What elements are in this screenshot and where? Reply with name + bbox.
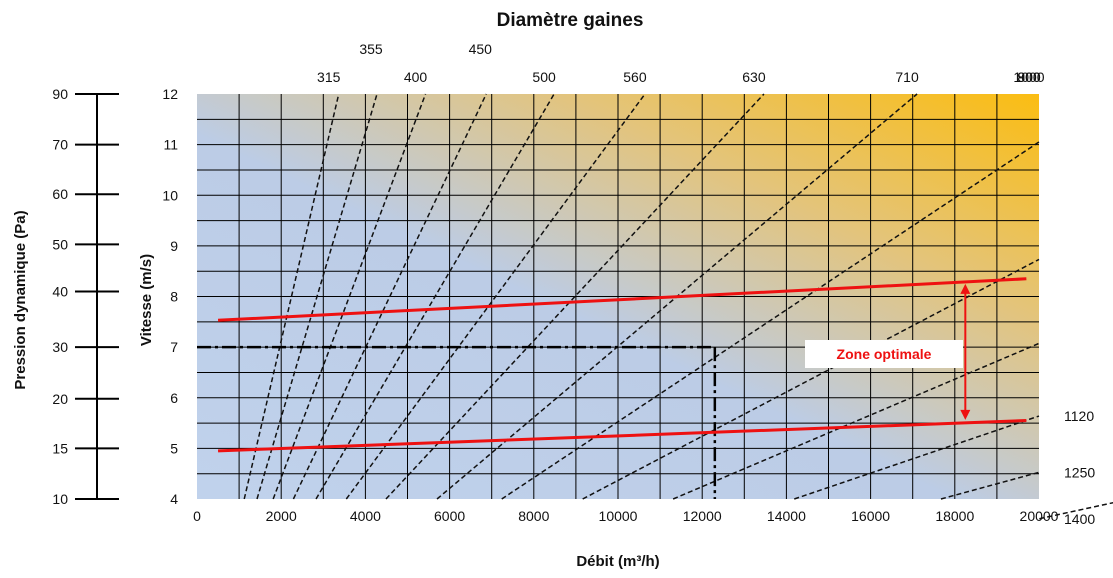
y-tick-label: 8 [170,289,178,305]
diameter-label: 1120 [1064,408,1094,424]
pressure-axis: 10 15 20 30 40 50 60 70 90 [52,86,119,507]
x-axis-ticks: 0 2000 4000 6000 8000 10000 12000 14000 16000 180… [193,508,1059,524]
diameter-label: 800 [1017,69,1041,85]
pressure-tick-label: 70 [52,137,68,153]
optimal-zone: Zone optimale [197,277,1027,499]
x-tick-label: 6000 [434,508,465,524]
y-tick-label: 11 [163,137,178,153]
x-tick-label: 16000 [851,508,890,524]
diameter-label: 1000 [1013,69,1044,85]
x-tick-label: 14000 [767,508,806,524]
diameter-label: 560 [623,69,647,85]
diameter-label: 630 [742,69,766,85]
y-tick-label: 6 [170,390,178,406]
y-tick-label: 12 [162,86,178,102]
y-axis-ticks: 4 5 6 7 8 9 10 11 12 [162,86,178,507]
pressure-tick-label: 90 [52,86,68,102]
diameter-label: 315 [317,69,341,85]
x-tick-label: 18000 [935,508,974,524]
pressure-tick-label: 30 [52,339,68,355]
diameter-line-560 [345,93,646,500]
y-axis-label: Vitesse (m/s) [138,254,155,346]
x-axis-label: Débit (m³/h) [576,553,659,570]
diameter-line-315 [243,93,340,500]
x-tick-label: 10000 [599,508,638,524]
diameter-line-1000 [672,342,1040,500]
pressure-tick-label: 20 [52,391,68,407]
x-tick-label: 8000 [518,508,549,524]
diameter-line-355 [256,93,378,500]
diameter-line-800 [501,141,1040,500]
zone-label-box [805,340,963,368]
diameter-line-450 [292,93,487,500]
y-tick-label: 9 [170,238,178,254]
diameter-label: 500 [532,69,556,85]
diameter-label: 1250 [1064,464,1095,480]
diameter-line-1120 [794,415,1040,500]
pressure-axis-label: Pression dynamique (Pa) [12,210,29,389]
diameter-line-900 [582,258,1040,500]
pressure-tick-label: 40 [52,283,68,299]
diameter-label: 710 [895,69,919,85]
diameter-label: 450 [469,41,493,57]
y-tick-label: 5 [170,440,178,456]
zone-lower-line [217,419,1027,453]
zone-upper-line [217,277,1027,322]
x-tick-label: 0 [193,508,201,524]
pressure-tick-label: 15 [52,440,68,456]
diameter-line-400 [272,93,427,500]
diameter-label: 1400 [1064,511,1095,527]
diameter-lines [243,93,1113,520]
x-tick-label: 12000 [683,508,722,524]
diameter-label: 355 [359,41,383,57]
pressure-tick-label: 50 [52,236,68,252]
zone-arrow-head-down [960,409,971,420]
diameter-line-630 [385,93,765,500]
pressure-tick-label: 60 [52,186,68,202]
diameter-label: 400 [404,69,428,85]
chart-title: Diamètre gaines [497,10,644,31]
grid [197,94,1039,499]
pressure-tick-label: 10 [52,491,68,507]
diameter-label: 900 [1017,69,1041,85]
diameter-line-500 [315,93,555,500]
zone-label: Zone optimale [837,346,932,362]
diameter-line-1250 [940,471,1040,500]
x-tick-label: 20000 [1020,508,1059,524]
y-tick-label: 10 [162,187,178,203]
x-tick-label: 4000 [350,508,381,524]
y-tick-label: 4 [170,491,178,507]
y-tick-label: 7 [170,339,178,355]
x-tick-label: 2000 [266,508,297,524]
zone-arrow-head-up [960,283,971,294]
